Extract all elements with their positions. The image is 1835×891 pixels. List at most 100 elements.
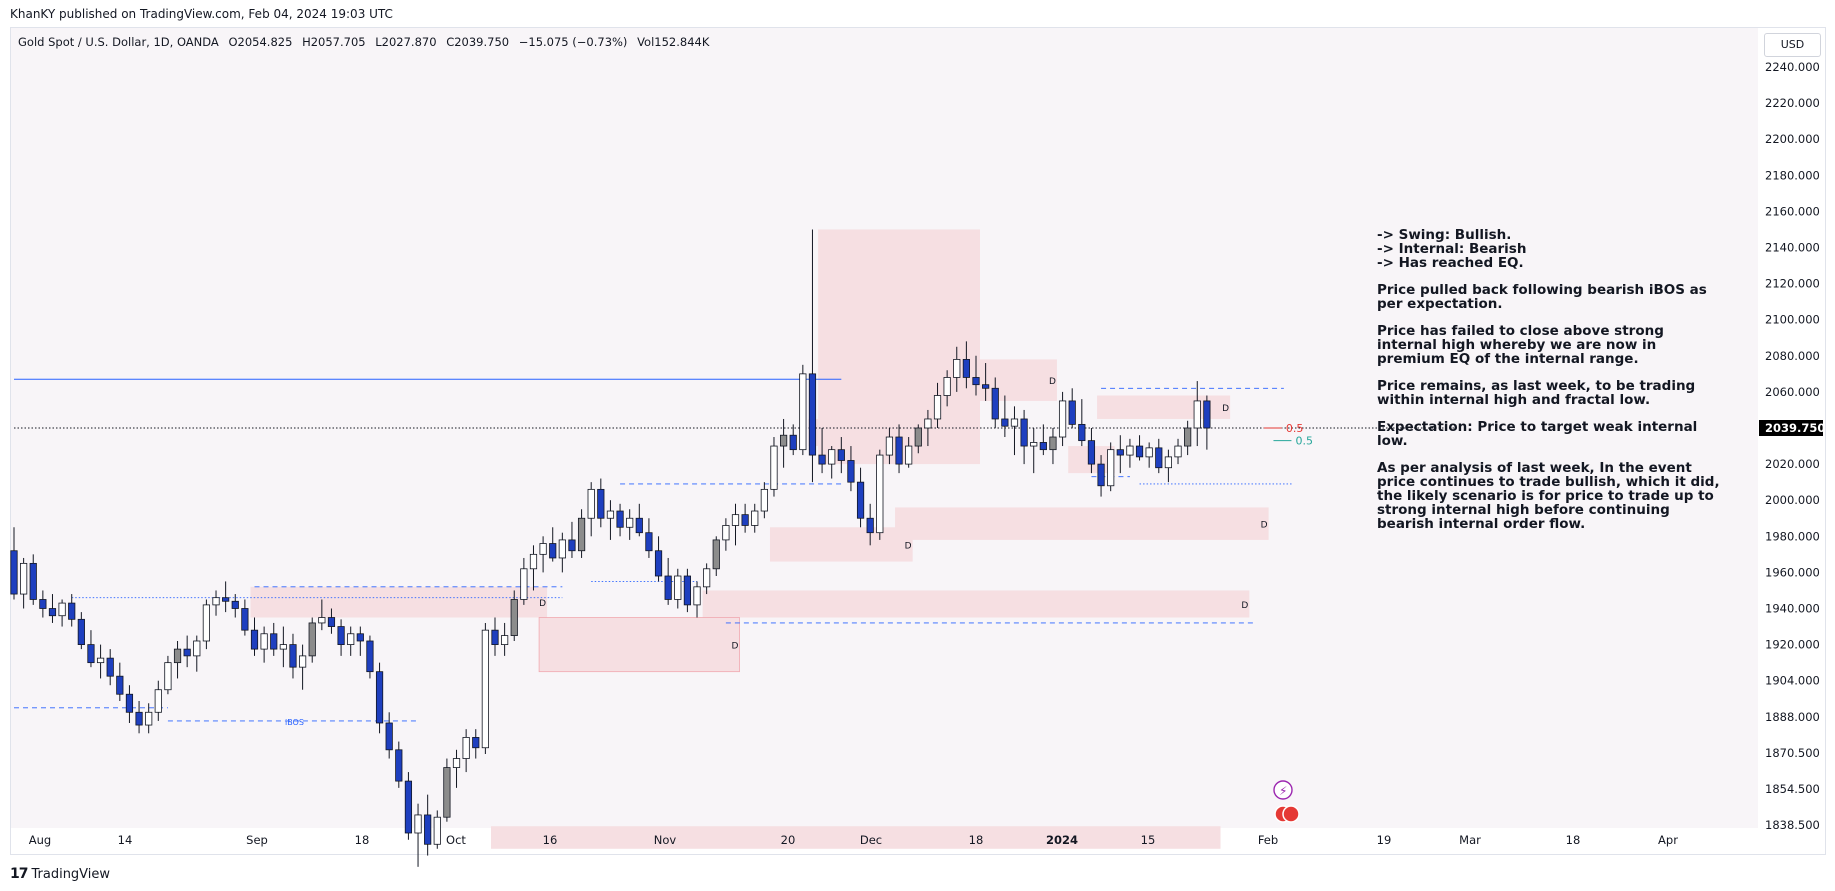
note-pullback: Price pulled back following bearish iBOS…	[1377, 282, 1707, 312]
candle-body-120	[1164, 456, 1172, 469]
candle-64	[626, 509, 634, 540]
candle-body-87	[847, 460, 855, 483]
candle-body-110	[1068, 400, 1076, 425]
candle-106	[1030, 428, 1038, 474]
candle-71	[693, 581, 701, 618]
currency-button[interactable]: USD	[1764, 33, 1821, 57]
candle-38	[375, 662, 384, 734]
y-tick-label-19: 1870.500	[1765, 746, 1820, 760]
candle-body-95	[924, 418, 932, 429]
candle-22	[222, 581, 230, 613]
candle-67	[654, 536, 663, 582]
y-tick-label-16: 1920.000	[1765, 638, 1820, 652]
candle-116	[1126, 438, 1134, 468]
candle-36	[356, 626, 364, 656]
candle-109	[1058, 391, 1067, 447]
candle-body-27	[270, 633, 278, 650]
candle-body-32	[318, 617, 326, 624]
y-tick-label-4: 2160.000	[1765, 204, 1820, 218]
candle-body-13	[135, 711, 143, 726]
x-tick-label-1: 14	[118, 833, 133, 847]
candle-body-58	[568, 539, 576, 552]
x-tick-label-15: 18	[1566, 833, 1581, 847]
candle-body-26	[260, 633, 268, 650]
zone-label-1: D	[1049, 377, 1056, 387]
last-price-label: 2039.750	[1765, 421, 1825, 435]
candle-body-46	[452, 758, 461, 768]
tradingview-logo[interactable]: 𝟭𝟳 TradingView	[10, 866, 110, 882]
candle-9	[96, 644, 105, 679]
legend-symbol: Gold Spot / U.S. Dollar, 1D, OANDA	[18, 35, 219, 49]
legend-low: L2027.870	[375, 35, 437, 49]
candle-80	[780, 418, 788, 468]
analysis-note: -> Swing: Bullish. -> Internal: Bearish …	[1377, 228, 1722, 544]
candle-body-40	[395, 749, 403, 782]
candle-body-51	[501, 635, 509, 646]
candle-body-108	[1049, 436, 1057, 451]
candle-21	[212, 590, 220, 616]
note-bias: -> Swing: Bullish. -> Internal: Bearish …	[1377, 227, 1527, 271]
candle-body-1	[20, 562, 28, 595]
chart-label-0: iBOS	[285, 718, 304, 727]
candle-68	[664, 557, 672, 605]
x-tick-label-6: Nov	[654, 833, 677, 847]
candle-94	[914, 424, 922, 454]
candle-82	[799, 364, 807, 456]
candle-body-14	[145, 711, 153, 726]
candle-body-66	[645, 532, 653, 552]
candle-body-63	[616, 510, 624, 528]
y-tick-label-2: 2200.000	[1765, 132, 1820, 146]
candle-102	[991, 377, 999, 428]
candle-73	[712, 536, 720, 577]
candle-6	[68, 594, 76, 627]
y-tick-label-0: 2240.000	[1765, 60, 1820, 74]
x-tick-label-12: Feb	[1258, 833, 1278, 847]
candle-body-85	[828, 449, 836, 465]
candle-96	[933, 382, 942, 428]
candle-body-102	[991, 387, 999, 420]
candle-body-2	[29, 562, 37, 600]
candle-body-111	[1078, 423, 1086, 442]
candle-body-67	[654, 550, 663, 577]
x-tick-label-3: 18	[355, 833, 370, 847]
candle-body-31	[308, 622, 316, 657]
candle-58	[568, 521, 576, 558]
candle-2	[29, 554, 37, 605]
candle-body-74	[722, 525, 730, 541]
zone-label-3: D	[1222, 404, 1229, 414]
y-tick-label-8: 2080.000	[1765, 349, 1820, 363]
candle-body-106	[1030, 442, 1038, 447]
candle-47	[462, 729, 470, 773]
candle-body-35	[347, 633, 355, 646]
candle-body-55	[539, 543, 547, 555]
x-tick-label-13: 19	[1377, 833, 1392, 847]
candle-body-69	[674, 575, 682, 600]
candle-7	[77, 612, 85, 650]
y-tick-label-5: 2140.000	[1765, 241, 1820, 255]
candle-72	[703, 563, 711, 595]
candle-body-53	[520, 568, 528, 600]
candle-body-36	[356, 633, 364, 642]
zone-10	[491, 826, 1221, 849]
candle-body-112	[1087, 440, 1096, 465]
candle-body-6	[68, 602, 76, 620]
candle-body-38	[375, 671, 384, 724]
x-tick-label-5: 16	[543, 833, 558, 847]
candle-53	[520, 557, 528, 605]
candle-body-97	[943, 377, 951, 396]
legend-change: −15.075 (−0.73%)	[518, 35, 628, 49]
candle-40	[395, 741, 403, 788]
candle-31	[308, 617, 316, 663]
candle-body-54	[529, 553, 538, 570]
candle-11	[116, 662, 124, 702]
legend-close: C2039.750	[446, 35, 510, 49]
zone-label-7: D	[539, 599, 546, 609]
candle-body-124	[1203, 400, 1211, 429]
y-tick-label-1: 2220.000	[1765, 96, 1820, 110]
x-tick-label-0: Aug	[29, 833, 51, 847]
candle-body-15	[154, 689, 162, 713]
candle-body-45	[443, 767, 451, 818]
candle-body-86	[837, 449, 845, 461]
y-tick-label-21: 1838.500	[1765, 818, 1820, 832]
